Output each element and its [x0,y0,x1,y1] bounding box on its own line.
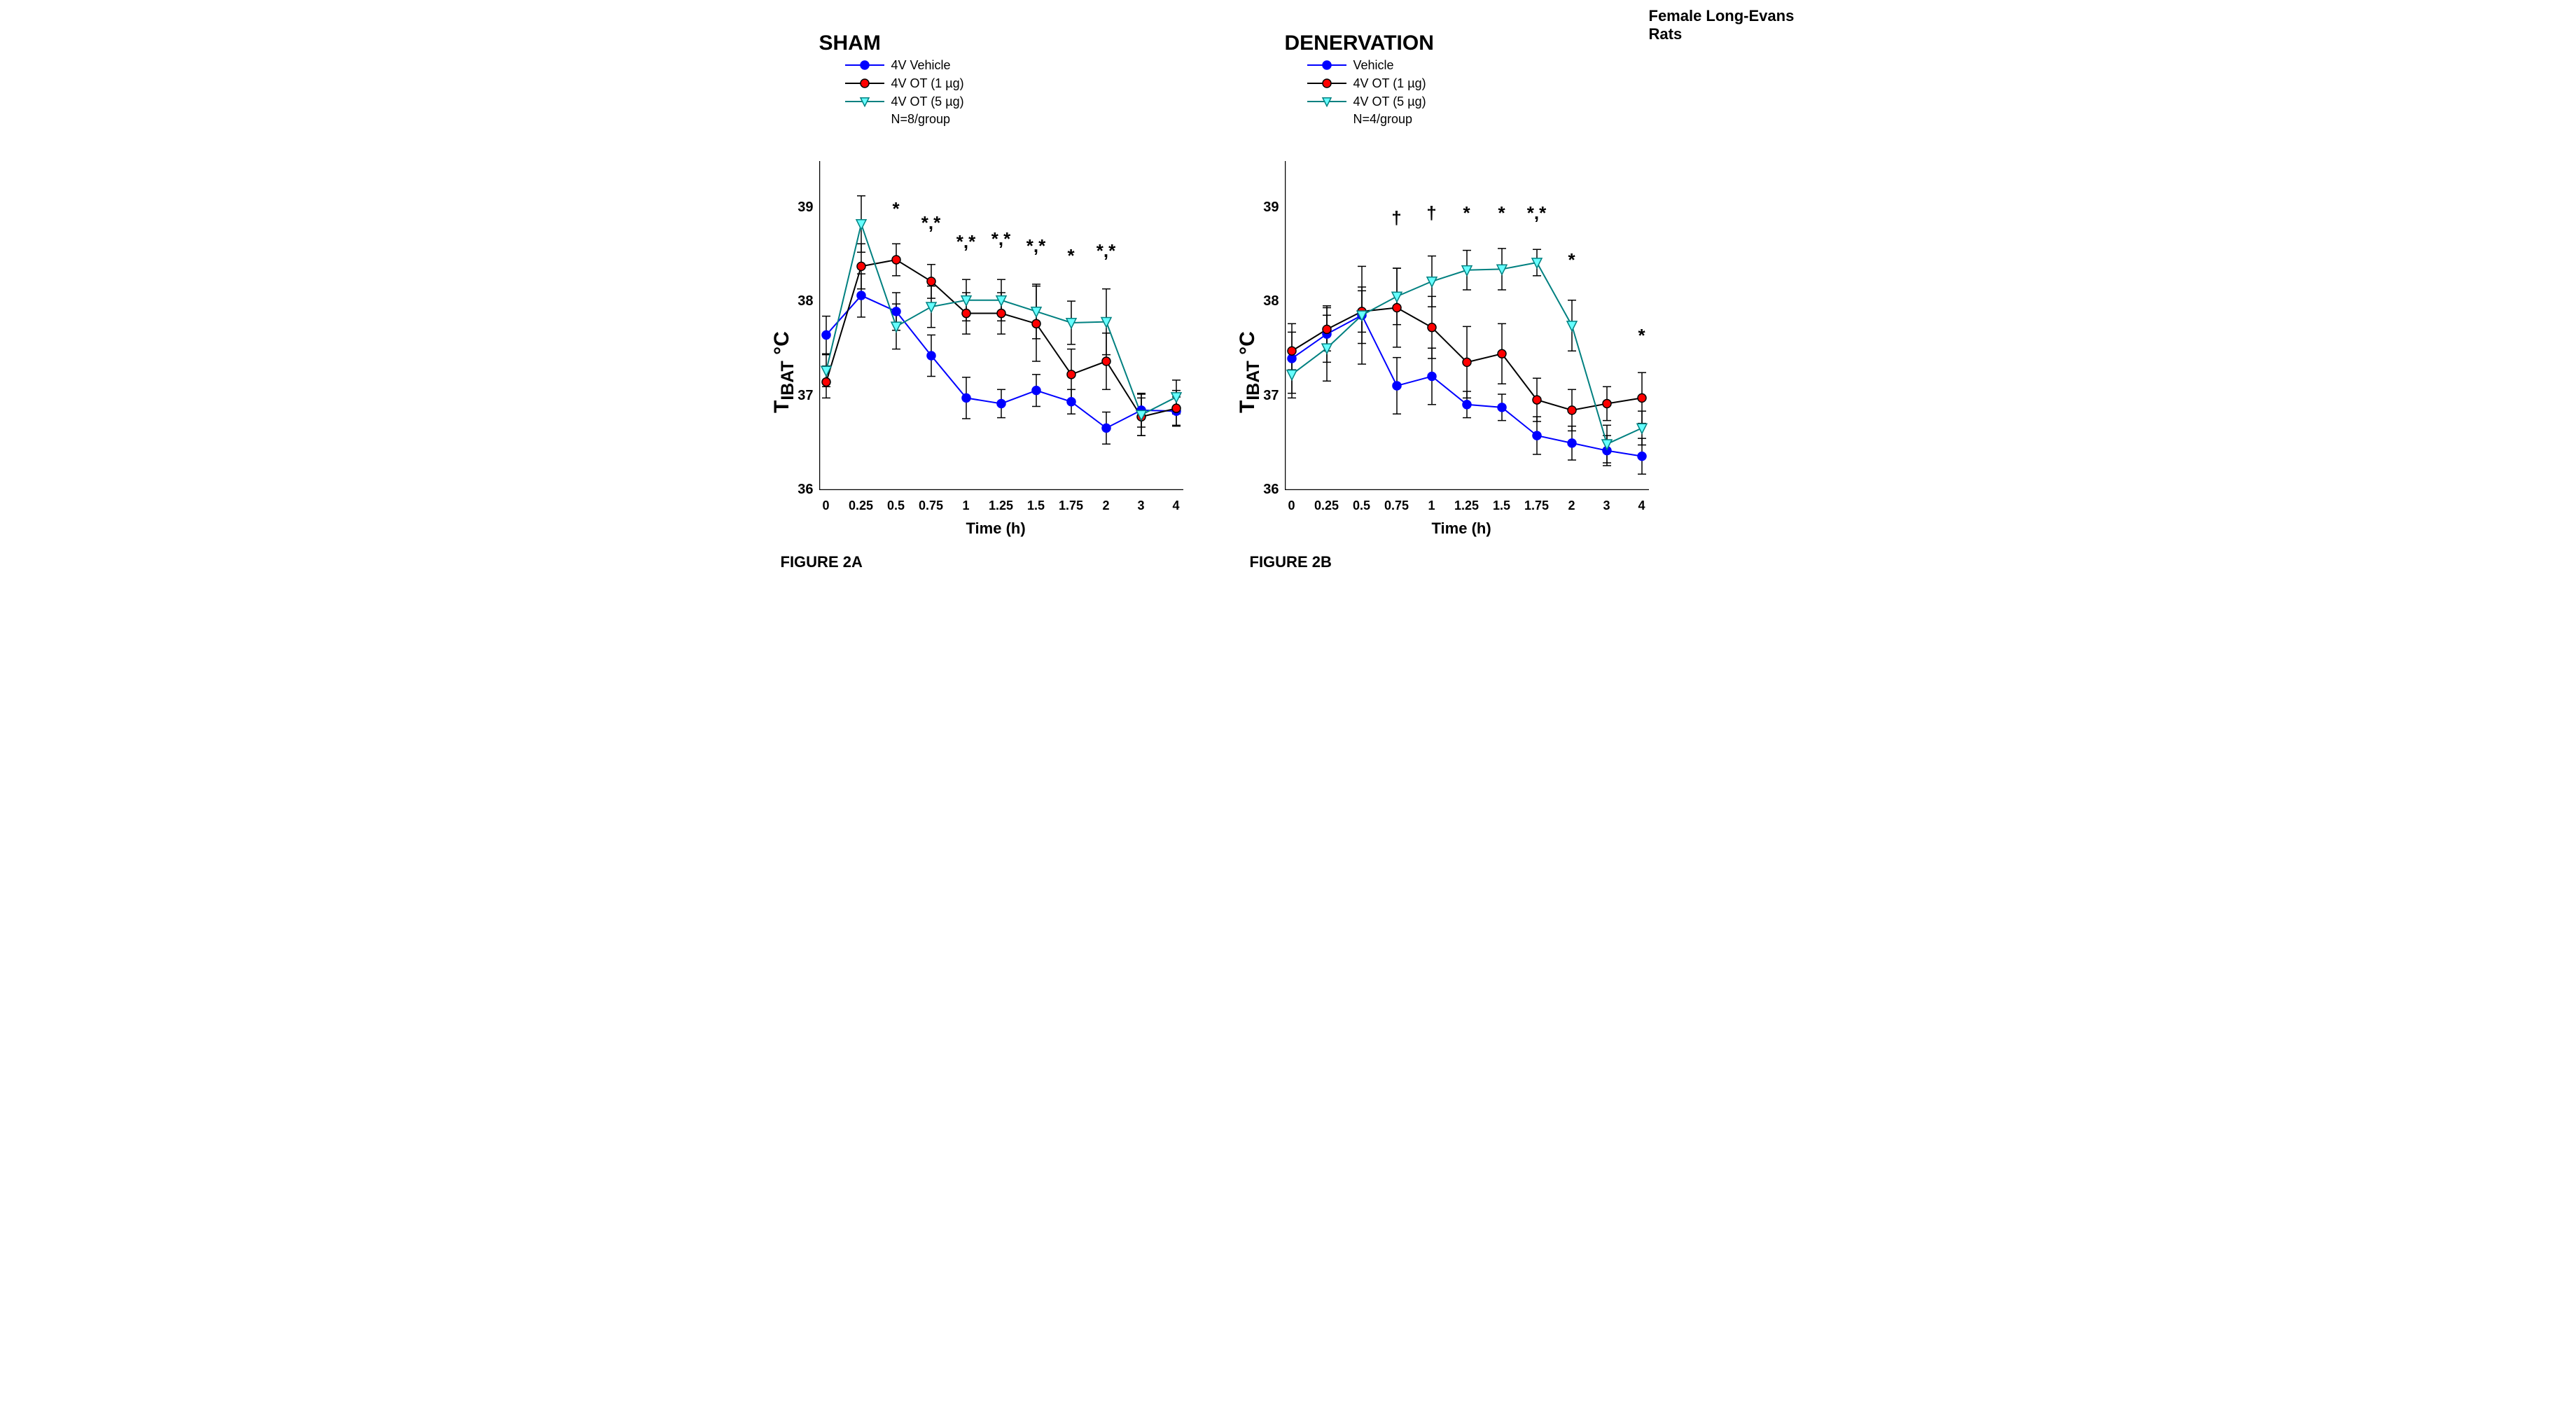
panel-title-B: DENERVATION [1285,32,1434,55]
legend-label: 4V OT (5 µg) [1353,95,1426,109]
y-tick-label: 39 [1251,200,1279,216]
figure-label-A: FIGURE 2A [781,553,863,571]
legend-item: Vehicle [1306,56,1426,74]
x-tick-label: 0.5 [879,499,914,513]
x-tick-label: 2 [1554,499,1589,513]
x-tick-label: 1 [1414,499,1449,513]
super-title: Female Long-Evans Rats [1649,7,1824,43]
x-axis-title: Time (h) [1432,520,1491,538]
significance-mark: * [1551,251,1593,269]
x-tick-label: 0 [1274,499,1309,513]
x-tick-label: 1.75 [1054,499,1089,513]
x-tick-label: 0.25 [844,499,879,513]
legend-label: 4V OT (1 µg) [891,76,964,91]
x-tick-label: 3 [1124,499,1159,513]
y-axis-title: TIBAT °C [1236,331,1264,413]
x-tick-label: 1 [949,499,984,513]
x-tick-label: 1.75 [1519,499,1554,513]
legend-item: 4V OT (5 µg) [844,92,964,111]
significance-mark: *,* [1085,242,1127,260]
x-tick-label: 0.5 [1344,499,1379,513]
legend-marker [1306,95,1348,109]
figure-label-B: FIGURE 2B [1250,553,1332,571]
x-tick-label: 0.75 [1379,499,1414,513]
legend-marker [844,58,886,72]
legend-A: 4V Vehicle 4V OT (1 µg) 4V OT (5 µg) N=8/… [844,56,964,127]
x-tick-label: 3 [1589,499,1624,513]
x-tick-label: 4 [1624,499,1659,513]
legend-item: 4V OT (1 µg) [844,74,964,92]
y-tick-label: 36 [1251,482,1279,498]
significance-mark: * [1621,326,1663,344]
legend-marker [844,76,886,90]
y-tick-label: 36 [786,482,814,498]
legend-label: 4V OT (5 µg) [891,95,964,109]
legend-label: 4V OT (1 µg) [1353,76,1426,91]
y-axis-title: TIBAT °C [770,331,798,413]
legend-label: Vehicle [1353,58,1394,73]
x-axis-title: Time (h) [966,520,1026,538]
x-tick-label: 4 [1159,499,1194,513]
x-tick-label: 0.75 [914,499,949,513]
significance-mark: *,* [910,214,952,232]
x-tick-label: 1.5 [1019,499,1054,513]
significance-mark: *,* [1516,204,1558,222]
legend-marker [844,95,886,109]
x-tick-label: 0.25 [1309,499,1344,513]
legend-label: 4V Vehicle [891,58,951,73]
legend-item: 4V OT (5 µg) [1306,92,1426,111]
y-tick-label: 38 [1251,293,1279,309]
legend-n: N=4/group [1353,112,1426,127]
x-tick-label: 1.25 [984,499,1019,513]
x-tick-label: 2 [1089,499,1124,513]
x-tick-label: 1.5 [1484,499,1519,513]
x-tick-label: 1.25 [1449,499,1484,513]
y-tick-label: 38 [786,293,814,309]
legend-item: 4V Vehicle [844,56,964,74]
y-tick-label: 39 [786,200,814,216]
legend-B: Vehicle 4V OT (1 µg) 4V OT (5 µg) N=4/gro… [1306,56,1426,127]
plot-A [819,161,1183,490]
x-tick-label: 0 [809,499,844,513]
legend-marker [1306,76,1348,90]
panel-title-A: SHAM [819,32,881,55]
legend-marker [1306,58,1348,72]
legend-item: 4V OT (1 µg) [1306,74,1426,92]
legend-n: N=8/group [891,112,964,127]
